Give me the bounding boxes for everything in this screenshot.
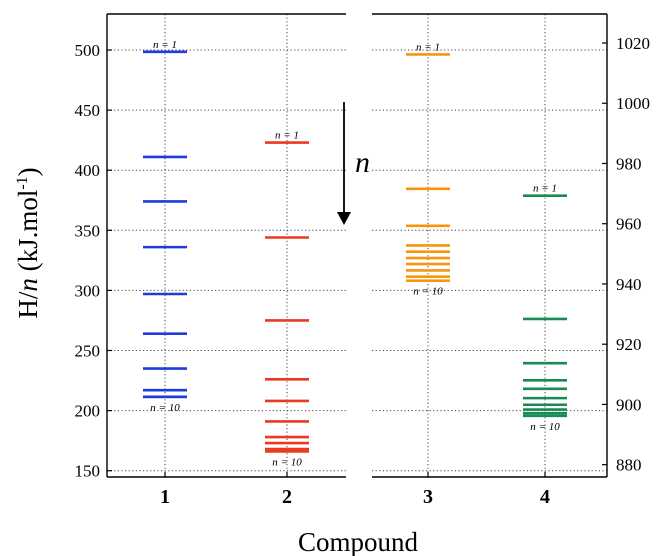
label-n1: n = 1 xyxy=(416,41,440,53)
x-tick-label: 1 xyxy=(160,486,170,508)
grid xyxy=(107,14,607,477)
arrow-label: n xyxy=(355,146,370,179)
y-axis-title: H/n (kJ.mol-1) xyxy=(13,167,43,318)
arrow-head xyxy=(337,212,351,225)
left-tick-label: 350 xyxy=(75,221,101,240)
axis-ticks: 150 200 250 300 350 400 450 500 880 900 920 940 960 9… xyxy=(75,34,651,508)
label-n10: n = 10 xyxy=(413,286,443,298)
left-tick-label: 450 xyxy=(75,101,101,120)
x-axis-title: Compound xyxy=(298,527,419,556)
right-tick-label: 960 xyxy=(616,215,642,234)
left-tick-label: 200 xyxy=(75,402,101,421)
x-tick-label: 4 xyxy=(540,486,550,508)
ylabel-sup: -1 xyxy=(14,176,31,189)
ylabel-italic: n xyxy=(13,278,43,292)
right-tick-label: 900 xyxy=(616,395,642,414)
ylabel-unit: (kJ.mol xyxy=(13,190,43,279)
left-tick-label: 250 xyxy=(75,342,101,361)
left-tick-label: 300 xyxy=(75,281,101,300)
plot-frame xyxy=(106,13,608,478)
ylabel-main: H/ xyxy=(13,291,43,318)
label-n10: n = 10 xyxy=(272,456,302,468)
ylabel-close: ) xyxy=(13,167,43,176)
left-tick-label: 150 xyxy=(75,462,101,481)
level-bars xyxy=(143,50,567,453)
label-n1: n = 1 xyxy=(533,183,557,195)
right-tick-label: 1000 xyxy=(616,94,650,113)
x-tick-label: 2 xyxy=(282,486,292,508)
left-tick-label: 500 xyxy=(75,41,101,60)
right-tick-label: 980 xyxy=(616,154,642,173)
right-tick-label: 920 xyxy=(616,335,642,354)
right-tick-label: 1020 xyxy=(616,34,650,53)
left-tick-label: 400 xyxy=(75,161,101,180)
label-n10: n = 10 xyxy=(530,421,560,433)
label-n1: n = 1 xyxy=(275,130,299,142)
x-tick-label: 3 xyxy=(423,486,433,508)
label-n10: n = 10 xyxy=(150,402,180,414)
right-tick-label: 880 xyxy=(616,456,642,475)
annotations: n = 1 n = 10 n = 1 n = 10 n = 1 n = 10 n = 1 n … xyxy=(150,39,560,469)
label-n1: n = 1 xyxy=(153,39,177,51)
right-tick-label: 940 xyxy=(616,275,642,294)
